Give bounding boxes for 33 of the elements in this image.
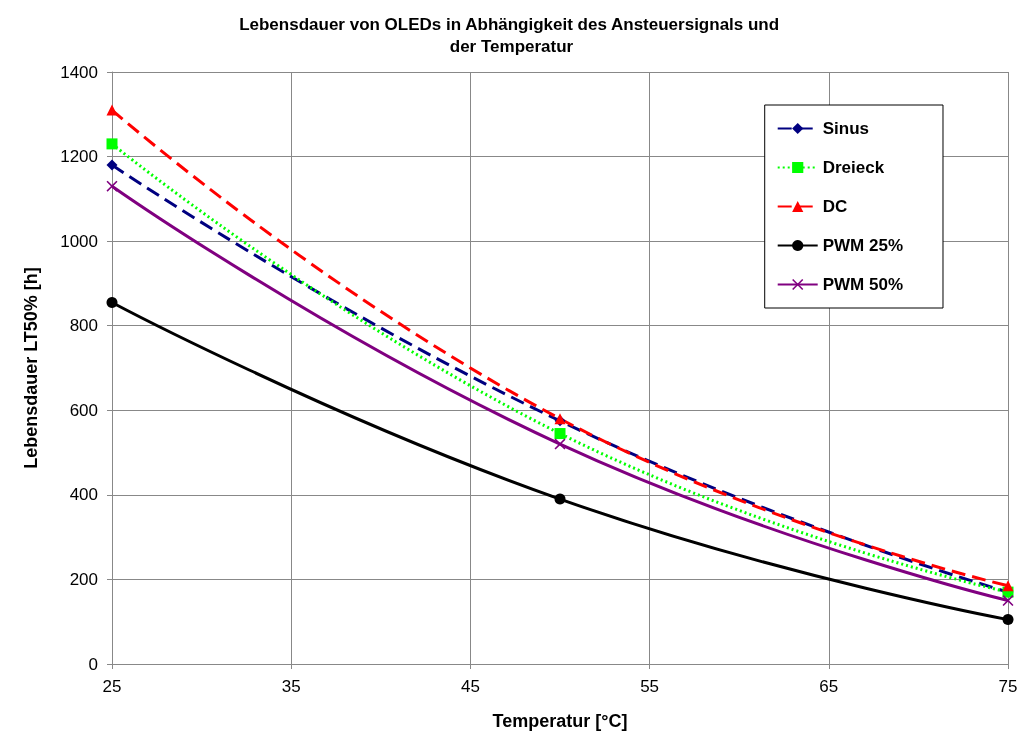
x-tick-label: 55 [640, 677, 660, 696]
y-axis-title: Lebensdauer LT50% [h] [21, 267, 41, 469]
y-tick-label: 1400 [60, 62, 98, 82]
point [554, 438, 566, 450]
x-tick-label: 35 [281, 677, 301, 696]
y-tick-label: 200 [69, 569, 98, 589]
y-tick-label: 0 [88, 654, 98, 674]
x-tick-label: 75 [998, 677, 1018, 696]
legend-label: Sinus [822, 119, 869, 138]
legend-label: DC [822, 197, 848, 216]
point [106, 159, 118, 171]
x-tick-label: 45 [460, 677, 480, 696]
point [554, 493, 566, 505]
point [106, 104, 118, 116]
y-tick-label: 1200 [60, 147, 98, 167]
y-tick-label: 400 [69, 485, 98, 505]
point [1002, 580, 1014, 592]
x-axis-title: Temperatur [°C] [492, 711, 628, 731]
y-tick-label: 600 [69, 400, 98, 420]
point [1002, 614, 1014, 626]
point [1002, 595, 1014, 607]
x-tick-label: 25 [102, 677, 122, 696]
x-tick-label: 65 [819, 677, 839, 696]
y-tick-label: 1000 [60, 231, 98, 251]
point [106, 296, 118, 308]
point [554, 428, 566, 440]
legend-label: PWM 50% [822, 275, 903, 294]
chart-title: Lebensdauer von OLEDs in Abhängigkeit des Ansteuersignals und der Temperatur [239, 14, 784, 56]
y-tick-label: 800 [69, 316, 98, 336]
legend-label: Dreieck [822, 158, 885, 177]
point [106, 138, 118, 150]
legend-label: PWM 25% [822, 236, 903, 255]
point [106, 180, 118, 192]
